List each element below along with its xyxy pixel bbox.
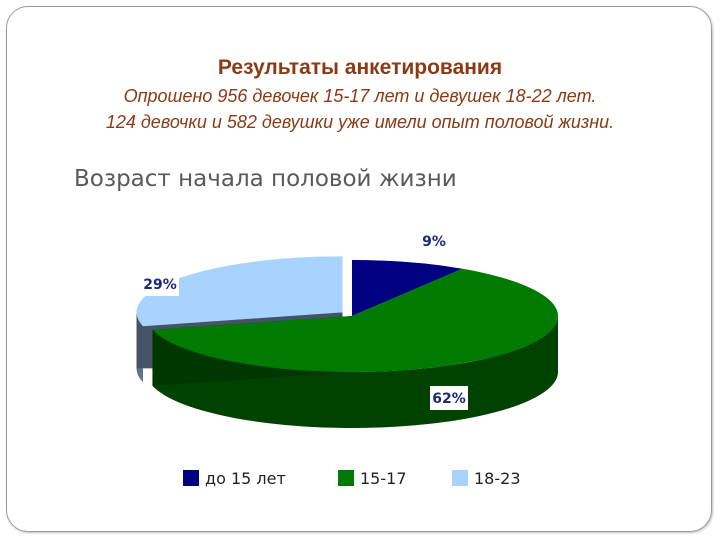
legend-label-0: до 15 лет [205,469,286,488]
pie-slice-0 [352,260,463,316]
legend-label-2: 18-23 [474,469,521,488]
data-label-2: 29% [143,277,177,293]
legend-label-1: 15-17 [360,469,407,488]
data-label-bg-2 [141,272,179,296]
legend-swatch-0 [183,470,199,486]
slide-frame [6,6,712,532]
pie-slice-2 [136,256,343,327]
page-subtitle-line2: 124 девочки и 582 девушки уже имели опыт… [105,112,615,132]
pie-tops [136,256,558,373]
pie-labels: 9% 62% 29% [141,229,468,410]
chart-title: Возраст начала половой жизни [74,166,457,192]
legend-swatch-2 [452,470,468,486]
page-title: Результаты анкетирования [217,56,503,79]
legend-swatch-1 [338,470,354,486]
page-subtitle-line1: Опрошено 956 девочек 15-17 лет и девушек… [123,86,597,106]
pie-slice-1 [152,268,558,373]
chart-legend: до 15 лет 15-17 18-23 [183,469,521,488]
data-label-bg-0 [420,229,448,253]
data-label-1: 62% [432,391,466,407]
data-label-0: 9% [422,234,446,250]
data-label-bg-1 [430,386,468,410]
